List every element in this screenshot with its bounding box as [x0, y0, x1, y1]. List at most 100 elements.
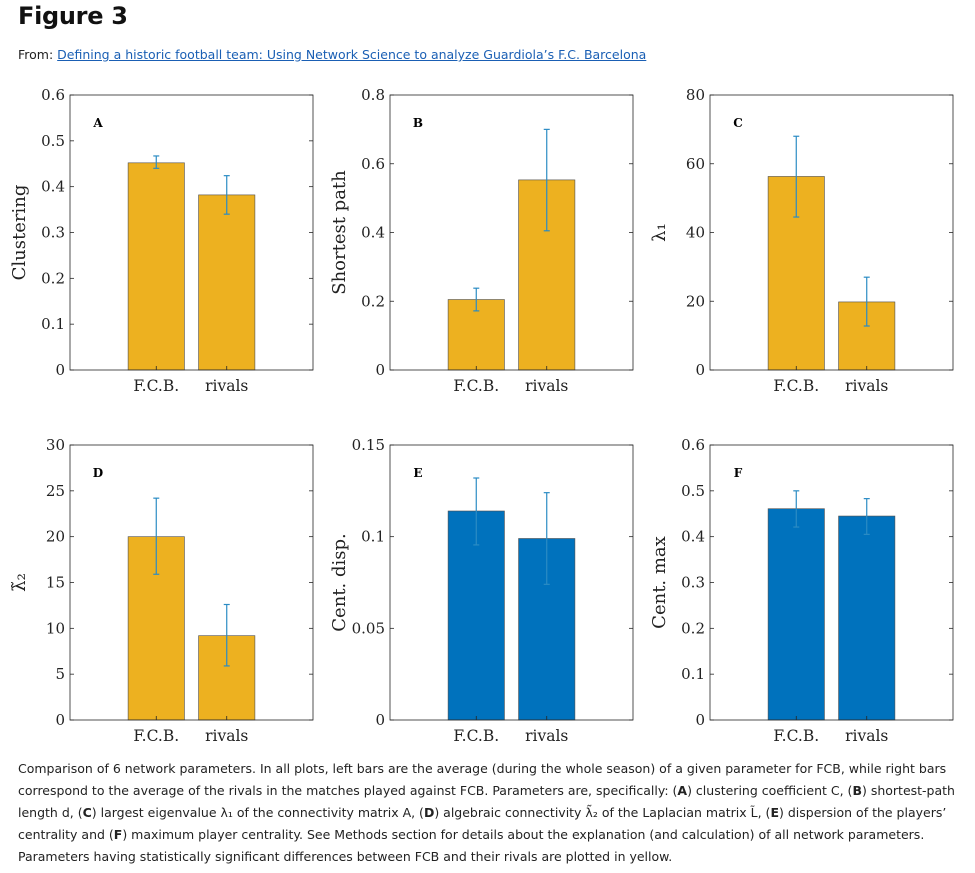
x-tick-label: rivals	[205, 377, 248, 395]
from-label: From:	[18, 47, 54, 62]
panel-letter: B	[413, 116, 423, 130]
panel-letter: E	[413, 466, 422, 480]
panel-c: 0 20 40 60 80 F.C.B. rivals Cλ₁	[649, 86, 954, 395]
panel-e: 0 0.05 0.1 0.15 F.C.B. rivals E Cent. disp.	[329, 436, 634, 745]
caption-text: ) clustering coefficient C, (	[687, 783, 853, 798]
panel-letter: C	[733, 116, 743, 130]
figure-title: Figure 3	[18, 2, 128, 30]
article-link[interactable]: Defining a historic football team: Using…	[57, 47, 647, 62]
y-tick-label: 0.2	[681, 619, 705, 637]
caption-text: ) shortest-path length d, (	[18, 783, 955, 820]
y-tick-label: 0.5	[681, 482, 705, 500]
error-bar	[223, 175, 230, 215]
bar-fcb	[767, 508, 825, 721]
axes-frame	[709, 94, 954, 371]
caption-panel-ref: A	[677, 783, 688, 798]
axes-frame	[709, 444, 954, 721]
panel-a: 0 0.1 0.2 0.3 0.4 0.5 0.6 F.C.B. rivals A Clusteri…	[9, 86, 314, 395]
y-tick-label: 5	[55, 665, 65, 683]
y-axis-label: Shortest path	[329, 170, 350, 295]
y-tick-label: 0.2	[41, 269, 65, 287]
y-axis-label: λ₁	[649, 223, 670, 242]
error-bar	[473, 287, 480, 312]
caption-panel-ref: D	[423, 805, 435, 820]
panel-letter: D	[93, 466, 103, 480]
error-bar	[793, 490, 800, 528]
y-tick-label: 15	[46, 574, 65, 592]
y-tick-label: 10	[46, 619, 65, 637]
bar-fcb	[447, 510, 505, 721]
y-axis-label: Cent. disp.	[329, 533, 350, 631]
error-bar	[793, 135, 800, 218]
from-line: From: Defining a historic football team:…	[18, 47, 646, 62]
error-bar	[543, 492, 550, 585]
error-bar	[863, 276, 870, 327]
bar-rivals	[198, 194, 256, 371]
axes-frame	[389, 94, 634, 371]
y-tick-label: 30	[46, 436, 65, 454]
y-axis-label: Clustering	[9, 185, 30, 281]
x-tick-label: rivals	[845, 727, 888, 745]
panel-letter: A	[92, 116, 103, 130]
y-tick-label: 0	[55, 711, 65, 729]
x-tick-label: rivals	[205, 727, 248, 745]
panel-f: 0 0.1 0.2 0.3 0.4 0.5 0.6 F.C.B. rivals F Cent. ma…	[649, 436, 954, 745]
caption-panel-ref: C	[82, 805, 92, 820]
axes-frame	[69, 94, 314, 371]
y-tick-label: 0.1	[681, 665, 705, 683]
x-tick-label: F.C.B.	[453, 377, 499, 395]
y-tick-label: 0.3	[41, 224, 65, 242]
caption-text: ) algebraic connectivity λ̃₂ of the Lapl…	[434, 805, 771, 820]
y-tick-label: 0.4	[681, 528, 705, 546]
error-bar	[473, 477, 480, 546]
error-bar	[153, 155, 160, 169]
y-tick-label: 0.1	[361, 528, 385, 546]
y-tick-label: 0.1	[41, 315, 65, 333]
y-tick-label: 80	[686, 86, 705, 104]
y-axis-label: Cent. max	[649, 536, 670, 629]
y-tick-label: 0.6	[361, 155, 385, 173]
x-tick-label: rivals	[525, 727, 568, 745]
x-tick-label: rivals	[845, 377, 888, 395]
figure-caption: Comparison of 6 network parameters. In a…	[18, 758, 958, 868]
panel-d: 0 5 10 15 20 25 30 F.C.B. rivals Dλ̃₂	[9, 436, 314, 745]
caption-text: ) maximum player centrality. See Methods…	[18, 827, 925, 864]
y-tick-label: 25	[46, 482, 65, 500]
y-tick-label: 0	[375, 361, 385, 379]
y-tick-label: 0	[695, 361, 705, 379]
y-tick-label: 20	[46, 528, 65, 546]
caption-text: ) largest eigenvalue λ₁ of the connectiv…	[91, 805, 424, 820]
y-tick-label: 0.4	[361, 224, 385, 242]
bar-rivals	[838, 515, 896, 721]
figure-panels: 0 0.1 0.2 0.3 0.4 0.5 0.6 F.C.B. rivals A Clusteri…	[9, 86, 954, 745]
x-tick-label: F.C.B.	[773, 377, 819, 395]
y-tick-label: 0.3	[681, 574, 705, 592]
y-tick-label: 0.5	[41, 132, 65, 150]
caption-panel-ref: F	[113, 827, 123, 842]
y-tick-label: 0	[375, 711, 385, 729]
y-tick-label: 20	[686, 292, 705, 310]
panel-b: 0 0.2 0.4 0.6 0.8 F.C.B. rivals B Shortest path	[329, 86, 634, 395]
axes-frame	[389, 444, 634, 721]
error-bar	[153, 497, 160, 575]
x-tick-label: F.C.B.	[133, 727, 179, 745]
error-bar	[863, 498, 870, 535]
y-tick-label: 0.4	[41, 178, 65, 196]
x-tick-label: F.C.B.	[773, 727, 819, 745]
x-tick-label: F.C.B.	[133, 377, 179, 395]
caption-panel-ref: B	[852, 783, 862, 798]
x-tick-label: F.C.B.	[453, 727, 499, 745]
bar-fcb	[127, 162, 185, 371]
error-bar	[543, 128, 550, 232]
x-tick-label: rivals	[525, 377, 568, 395]
caption-text: ) dispersion of the players’ centrality …	[18, 805, 947, 842]
error-bar	[223, 603, 230, 667]
y-tick-label: 0.6	[681, 436, 705, 454]
y-axis-label: λ̃₂	[9, 573, 30, 592]
y-tick-label: 0.2	[361, 292, 385, 310]
y-tick-label: 0.15	[352, 436, 385, 454]
y-tick-label: 0	[695, 711, 705, 729]
y-tick-label: 40	[686, 224, 705, 242]
caption-text: Comparison of 6 network parameters. In a…	[18, 761, 947, 798]
y-tick-label: 0.05	[352, 619, 385, 637]
